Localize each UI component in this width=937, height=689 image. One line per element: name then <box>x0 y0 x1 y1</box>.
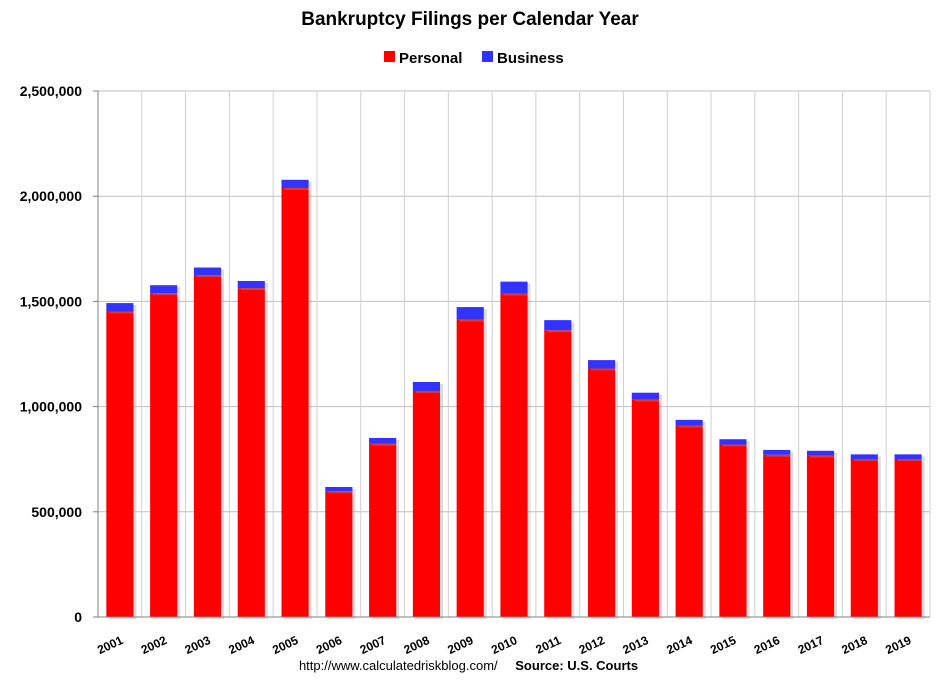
bar-group-2014 <box>675 419 706 619</box>
legend-label-personal: Personal <box>399 50 462 67</box>
bar-group-2001 <box>106 303 137 619</box>
x-tick-label: 2009 <box>445 633 475 657</box>
x-tick-label: 2001 <box>95 633 125 657</box>
bar-group-2010 <box>500 281 531 619</box>
bar-personal-2018 <box>850 458 878 617</box>
x-tick-label: 2003 <box>183 633 213 657</box>
legend-label-business: Business <box>497 50 564 67</box>
bar-group-2011 <box>544 320 575 619</box>
bar-group-2005 <box>281 179 312 620</box>
bar-business-2003 <box>193 267 222 276</box>
bar-personal-2002 <box>150 293 178 617</box>
x-tick-label: 2011 <box>534 633 564 657</box>
x-tick-label: 2013 <box>621 633 651 657</box>
bars <box>106 179 925 620</box>
x-tick-label: 2015 <box>708 633 738 657</box>
y-tick-label: 2,000,000 <box>20 188 82 204</box>
x-tick-label: 2004 <box>226 633 256 657</box>
y-tick-label: 0 <box>74 609 82 625</box>
x-tick-label: 2002 <box>139 633 169 657</box>
chart-title: Bankruptcy Filings per Calendar Year <box>301 9 639 30</box>
bar-group-2015 <box>719 439 750 619</box>
x-tick-label: 2017 <box>796 633 826 657</box>
bar-business-2002 <box>150 285 178 294</box>
bar-group-2006 <box>325 486 356 619</box>
x-tick-label: 2008 <box>402 633 432 657</box>
axes <box>97 91 931 618</box>
bar-business-2004 <box>237 280 265 289</box>
bar-business-2014 <box>675 419 703 426</box>
bar-business-2009 <box>456 307 484 320</box>
x-tick-label: 2007 <box>358 633 388 657</box>
bar-personal-2016 <box>763 454 791 617</box>
bar-group-2018 <box>850 454 881 619</box>
x-axis-ticks: 2001 2002 2003 2004 2005 2006 2007 2008 2009 2010… <box>95 633 914 657</box>
legend-swatch-personal <box>384 51 395 62</box>
bar-business-2013 <box>631 392 659 400</box>
bar-business-2015 <box>719 439 747 445</box>
x-tick-label: 2019 <box>883 633 913 657</box>
x-tick-label: 2005 <box>270 633 300 657</box>
bar-business-2010 <box>500 281 528 294</box>
bar-business-2018 <box>850 454 878 459</box>
x-tick-label: 2014 <box>664 633 694 657</box>
bar-personal-2009 <box>456 319 484 617</box>
bar-personal-2013 <box>631 399 659 617</box>
x-tick-label: 2016 <box>752 633 782 657</box>
bar-personal-2006 <box>325 491 353 617</box>
bar-business-2012 <box>588 360 616 369</box>
bar-business-2006 <box>325 486 353 492</box>
bar-group-2009 <box>456 307 487 619</box>
x-tick-label: 2018 <box>839 633 869 657</box>
chart-svg: Bankruptcy Filings per Calendar Year Per… <box>20 9 931 657</box>
legend: Personal Business <box>384 50 564 67</box>
bar-business-2005 <box>281 179 309 188</box>
bar-personal-2017 <box>806 455 835 617</box>
bar-personal-2012 <box>588 368 616 617</box>
y-tick-label: 2,500,000 <box>20 83 82 99</box>
bar-group-2008 <box>412 381 443 619</box>
y-tick-label: 500,000 <box>31 504 82 520</box>
bar-personal-2004 <box>237 288 265 617</box>
bar-personal-2010 <box>500 293 528 617</box>
x-tick-label: 2012 <box>577 633 607 657</box>
source-credit: Source: U.S. Courts <box>515 658 639 673</box>
bar-personal-2014 <box>675 425 703 617</box>
bar-business-2019 <box>894 454 922 459</box>
bar-personal-2005 <box>281 187 309 618</box>
bar-group-2016 <box>763 449 794 619</box>
bar-personal-2001 <box>106 311 134 617</box>
bar-group-2003 <box>193 267 225 619</box>
bar-personal-2019 <box>894 458 922 617</box>
y-tick-label: 1,000,000 <box>20 399 82 415</box>
bar-personal-2007 <box>369 443 397 617</box>
footer: http://www.calculatedriskblog.com/ Sourc… <box>0 658 937 673</box>
bar-business-2011 <box>544 320 572 331</box>
bar-group-2007 <box>369 437 400 619</box>
bar-business-2016 <box>763 449 791 455</box>
bar-business-2007 <box>369 437 397 444</box>
legend-swatch-business <box>482 51 493 62</box>
x-tick-label: 2006 <box>314 633 344 657</box>
bar-personal-2015 <box>719 444 747 617</box>
bar-group-2019 <box>894 454 925 619</box>
x-tick-label: 2010 <box>489 633 519 657</box>
y-tick-label: 1,500,000 <box>20 293 82 309</box>
bar-business-2017 <box>806 450 835 456</box>
bar-group-2002 <box>150 285 181 619</box>
bar-group-2017 <box>806 450 838 619</box>
bar-business-2001 <box>106 303 134 312</box>
bar-business-2008 <box>412 381 440 392</box>
bar-personal-2003 <box>193 275 222 617</box>
bar-personal-2008 <box>412 391 440 617</box>
bar-group-2012 <box>588 360 619 619</box>
bar-personal-2011 <box>544 330 572 617</box>
gridlines <box>93 90 930 618</box>
y-axis-ticks: 0 500,000 1,000,000 1,500,000 2,000,000 2,500… <box>20 83 83 625</box>
source-url: http://www.calculatedriskblog.com/ <box>298 658 498 673</box>
bar-group-2004 <box>237 280 268 619</box>
bar-group-2013 <box>631 392 662 619</box>
